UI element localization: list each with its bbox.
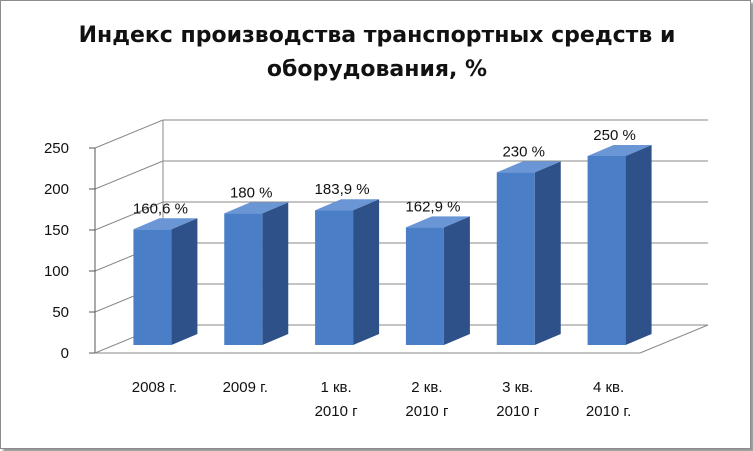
x-tick-label: 2008 г.	[132, 379, 177, 396]
x-tick-label: 1 кв.	[320, 379, 351, 396]
data-label: 180 %	[230, 184, 273, 201]
chart-title: Индекс производства транспортных средств…	[78, 23, 676, 82]
y-tick-label: 150	[44, 222, 69, 239]
y-tick-label: 0	[61, 345, 69, 362]
side-wall-gridline	[94, 160, 164, 190]
data-label: 230 %	[502, 143, 545, 160]
bar	[133, 229, 172, 345]
bar-top	[224, 202, 289, 214]
x-tick-label: 4 кв.	[593, 379, 624, 396]
bar-top	[405, 216, 470, 228]
data-label: 160,6 %	[133, 200, 188, 217]
x-tick-label: 2010 г	[496, 403, 540, 420]
bar-side	[443, 216, 470, 345]
floor-right-edge	[639, 324, 709, 354]
bar-top	[587, 145, 652, 156]
bar-side	[262, 202, 289, 345]
bar	[405, 227, 444, 345]
bar-side	[625, 145, 652, 345]
x-tick-label: 2010 г	[315, 403, 359, 420]
bar	[587, 156, 626, 345]
x-tick-label: 2010 г.	[586, 403, 631, 420]
x-tick-label: 3 кв.	[502, 379, 533, 396]
bar-top	[496, 161, 561, 173]
bar-side	[534, 161, 561, 345]
data-label: 250 %	[593, 127, 636, 144]
bar	[496, 172, 535, 345]
side-wall-gridline	[94, 201, 164, 231]
x-tick-label: 2009 г.	[223, 379, 268, 396]
side-wall-gridline	[94, 119, 164, 149]
bar-side	[171, 218, 198, 345]
bar	[315, 210, 354, 345]
bar-top	[133, 218, 198, 230]
x-tick-label: 2010 г	[405, 403, 449, 420]
bar-top	[315, 199, 380, 211]
bar-side	[353, 199, 380, 345]
bar	[224, 213, 263, 345]
y-tick-label: 200	[44, 181, 69, 198]
data-label: 162,9 %	[405, 198, 460, 215]
x-tick-label: 2 кв.	[411, 379, 442, 396]
y-tick-label: 100	[44, 263, 69, 280]
y-tick-label: 50	[52, 304, 69, 321]
y-tick-label: 250	[44, 140, 69, 157]
data-label: 183,9 %	[315, 181, 370, 198]
